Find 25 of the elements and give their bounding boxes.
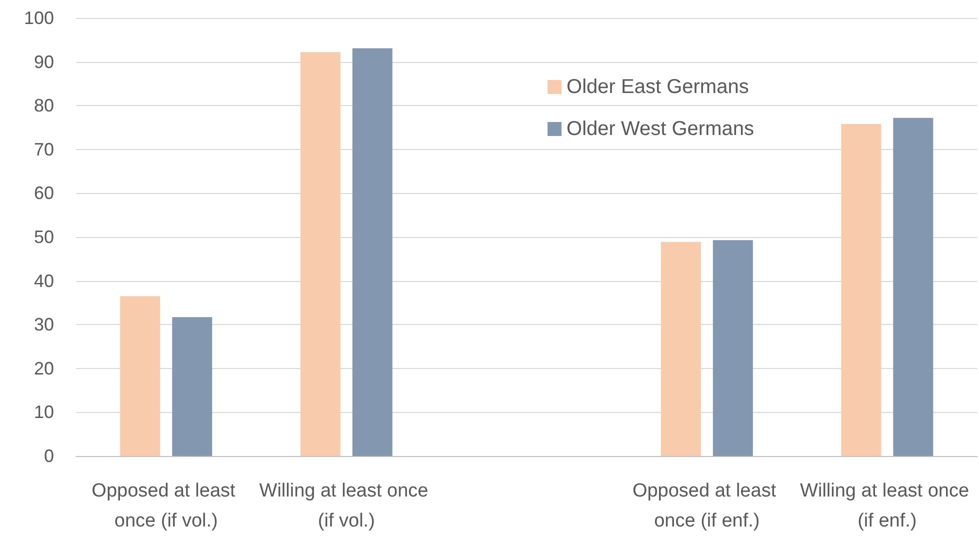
bar <box>300 52 340 456</box>
y-tick-label: 50 <box>34 227 54 247</box>
bar <box>172 317 212 456</box>
x-tick-label: Willing at least once (if vol.) <box>259 480 434 532</box>
x-tick-label: Opposed at least once (if vol.) <box>92 480 241 532</box>
y-tick-label: 60 <box>34 183 54 204</box>
bar <box>352 48 392 456</box>
y-tick-label: 20 <box>34 358 54 378</box>
y-tick-label: 10 <box>34 402 54 422</box>
y-tick-label: 70 <box>34 139 54 160</box>
y-tick-label: 40 <box>34 270 54 291</box>
y-tick-label: 30 <box>34 314 54 335</box>
y-tick-label: 0 <box>44 446 54 466</box>
bar <box>841 124 882 456</box>
x-tick-label: Willing at least once (if enf.) <box>800 480 974 532</box>
y-tick-label: 80 <box>34 96 54 116</box>
bar <box>120 296 160 456</box>
bar <box>712 240 753 456</box>
x-tick-label: Opposed at least once (if enf.) <box>632 480 782 532</box>
legend-label: Older West Germans <box>566 118 754 140</box>
bar <box>893 118 934 456</box>
y-tick-label: 100 <box>24 8 54 28</box>
bar <box>660 242 701 456</box>
legend-label: Older East Germans <box>566 76 749 98</box>
y-tick-label: 90 <box>34 52 54 72</box>
